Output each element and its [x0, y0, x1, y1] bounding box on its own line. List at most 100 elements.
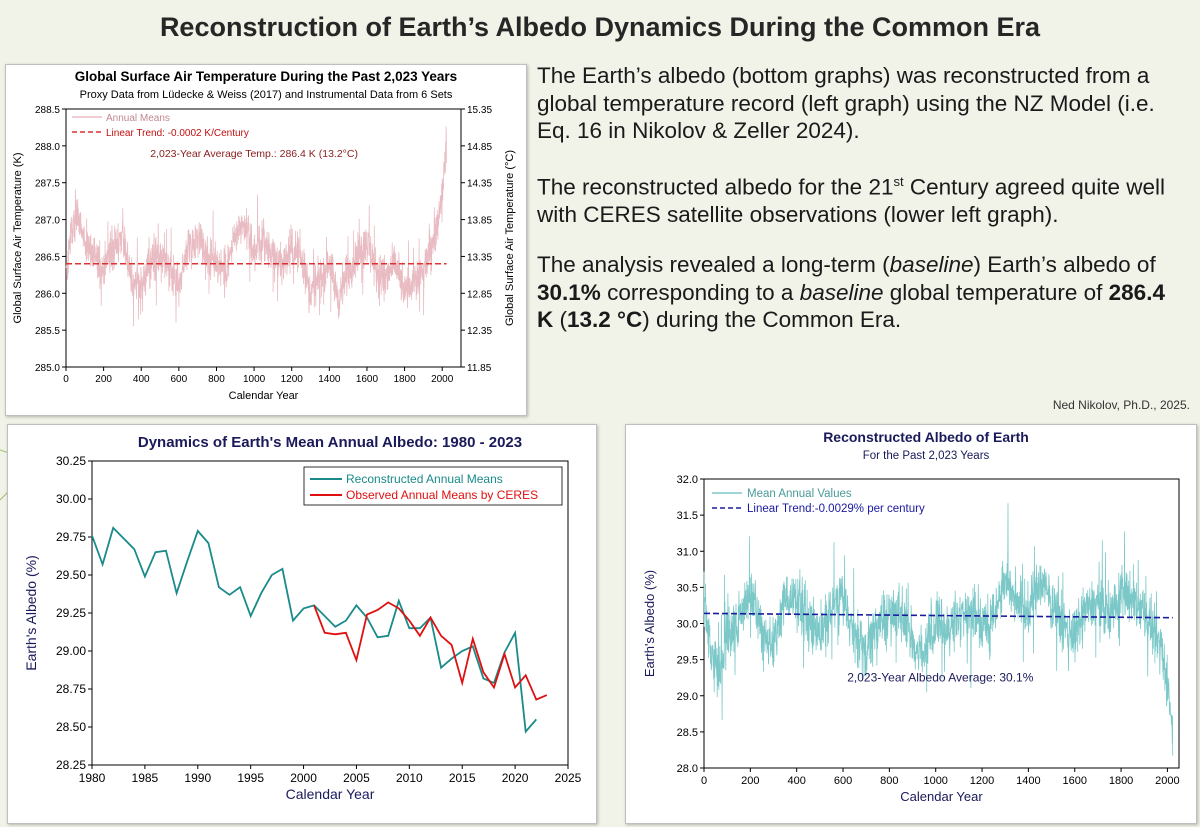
p3-part: (	[553, 307, 568, 332]
albedo-1980-2023-chart-panel: Dynamics of Earth's Mean Annual Albedo: …	[7, 424, 597, 824]
p3-italic: baseline	[799, 279, 884, 305]
x-tick-label: 1600	[356, 374, 379, 385]
x-tick-label: 1000	[243, 374, 266, 385]
description-text: The Earth’s albedo (bottom graphs) was r…	[537, 62, 1187, 357]
x-tick-label: 2005	[343, 771, 370, 785]
x-tick-label: 2000	[1155, 775, 1179, 787]
y-tick-label: 29.00	[56, 644, 86, 658]
x-tick-label: 2020	[502, 771, 529, 785]
p3-bold-kelvin: 286.4 K	[537, 279, 1165, 333]
p3-part: global temperature of	[883, 279, 1109, 305]
x-tick-label: 600	[834, 775, 852, 787]
legend-label-annual: Mean Annual Values	[747, 488, 852, 500]
x-tick-label: 600	[171, 374, 188, 385]
x-tick-label: 200	[95, 374, 112, 385]
p2-part: Century agreed quite well with CERES sat…	[537, 174, 1166, 227]
y-tick-label: 28.75	[56, 682, 86, 696]
y-right-axis-label: Global Surface Air Temperature (°C)	[504, 150, 516, 326]
temperature-series-line	[65, 126, 447, 327]
chart-title: Reconstructed Albedo of Earth	[823, 429, 1029, 445]
x-tick-label: 1400	[318, 374, 341, 385]
y-axis-label: Global Surface Air Temperature (K)	[12, 153, 24, 324]
legend-label-trend: Linear Trend:-0.0029% per century	[747, 503, 925, 515]
x-tick-label: 0	[63, 374, 69, 385]
y-tick-label: 32.0	[677, 474, 698, 486]
y-tick-label: 28.25	[56, 758, 86, 772]
y-right-tick-label: 12.35	[467, 326, 492, 337]
y-axis-label: Earth's Albedo (%)	[642, 570, 657, 677]
x-tick-label: 2015	[449, 771, 476, 785]
y-tick-label: 31.5	[677, 510, 698, 522]
albedo-series-line	[703, 503, 1174, 756]
x-tick-label: 200	[741, 775, 759, 787]
p3-italic: baseline	[889, 252, 974, 277]
x-tick-label: 1600	[1062, 775, 1086, 787]
chart-title: Dynamics of Earth's Mean Annual Albedo: …	[138, 434, 522, 451]
albedo-trend-line	[703, 612, 1173, 619]
y-right-tick-label: 13.85	[467, 216, 492, 227]
y-tick-label: 31.0	[677, 546, 698, 558]
y-tick-label: 30.25	[56, 454, 86, 468]
y-tick-label: 288.0	[35, 142, 60, 153]
x-tick-label: 1800	[1109, 775, 1133, 787]
x-tick-label: 400	[788, 775, 806, 787]
y-tick-label: 286.0	[35, 289, 60, 300]
author-credit: Ned Nikolov, Ph.D., 2025.	[1052, 398, 1190, 412]
x-tick-label: 2010	[396, 771, 423, 785]
y-tick-label: 288.5	[35, 105, 60, 116]
x-tick-label: 800	[880, 775, 898, 787]
p3-bold-albedo: 30.1%	[537, 279, 601, 305]
paragraph-1-text: The Earth’s albedo (bottom graphs) was r…	[537, 63, 1155, 143]
x-tick-label: 2000	[290, 771, 317, 785]
x-tick-label: 2000	[431, 374, 454, 385]
x-axis-label: Calendar Year	[229, 390, 299, 402]
p3-part: corresponding to a	[600, 279, 800, 305]
legend-label-observed: Observed Annual Means by CERES	[346, 488, 538, 502]
albedo-reconstruction-chart-panel: Reconstructed Albedo of Earth For the Pas…	[625, 424, 1197, 824]
legend-box	[303, 466, 563, 506]
page-title: Reconstruction of Earth’s Albedo Dynamic…	[159, 12, 1041, 42]
y-tick-label: 29.25	[56, 606, 86, 620]
y-right-tick-label: 14.85	[467, 142, 492, 153]
x-tick-label: 400	[133, 374, 150, 385]
y-tick-label: 29.50	[56, 568, 86, 582]
x-tick-label: 1985	[132, 771, 159, 785]
x-tick-label: 2025	[555, 771, 582, 785]
x-axis-label: Calendar Year	[286, 786, 375, 802]
y-tick-label: 29.0	[677, 691, 698, 703]
y-tick-label: 28.5	[677, 727, 698, 739]
y-tick-label: 28.0	[677, 763, 698, 775]
observed-series-line	[313, 601, 548, 701]
y-tick-label: 287.5	[35, 179, 60, 190]
legend-label-trend: Linear Trend: -0.0002 K/Century	[106, 128, 249, 139]
y-tick-label: 29.5	[677, 655, 698, 667]
x-tick-label: 1000	[923, 775, 947, 787]
x-tick-label: 1990	[184, 771, 211, 785]
albedo-1980-2023-chart: Dynamics of Earth's Mean Annual Albedo: …	[23, 434, 582, 802]
x-tick-label: 1200	[281, 374, 304, 385]
chart-title: Global Surface Air Temperature During th…	[75, 69, 457, 84]
temperature-chart: Global Surface Air Temperature During th…	[12, 69, 516, 402]
plot-area	[91, 460, 569, 766]
albedo-reconstruction-chart: Reconstructed Albedo of Earth For the Pas…	[642, 429, 1180, 804]
p3-part: The analysis revealed a long-term (	[537, 252, 890, 277]
y-tick-label: 29.75	[56, 530, 86, 544]
paragraph-1: The Earth’s albedo (bottom graphs) was r…	[537, 62, 1187, 145]
y-right-tick-label: 13.35	[467, 252, 492, 263]
x-tick-label: 800	[208, 374, 225, 385]
y-right-tick-label: 11.85	[467, 363, 492, 374]
legend-label-annual: Annual Means	[106, 113, 170, 124]
y-tick-label: 285.5	[35, 326, 60, 337]
x-tick-label: 1400	[1016, 775, 1040, 787]
y-right-tick-label: 12.85	[467, 289, 492, 300]
paragraph-2: The reconstructed albedo for the 21st Ce…	[537, 168, 1187, 229]
chart-subtitle: For the Past 2,023 Years	[863, 450, 990, 462]
y-axis-label: Earth's Albedo (%)	[23, 555, 39, 671]
temperature-chart-panel: Global Surface Air Temperature During th…	[5, 64, 527, 416]
y-tick-label: 287.0	[35, 216, 60, 227]
paragraph-3: The analysis revealed a long-term (basel…	[537, 251, 1187, 334]
x-tick-label: 1200	[970, 775, 994, 787]
x-tick-label: 1995	[237, 771, 264, 785]
y-tick-label: 285.0	[35, 363, 60, 374]
x-tick-label: 0	[701, 775, 707, 787]
